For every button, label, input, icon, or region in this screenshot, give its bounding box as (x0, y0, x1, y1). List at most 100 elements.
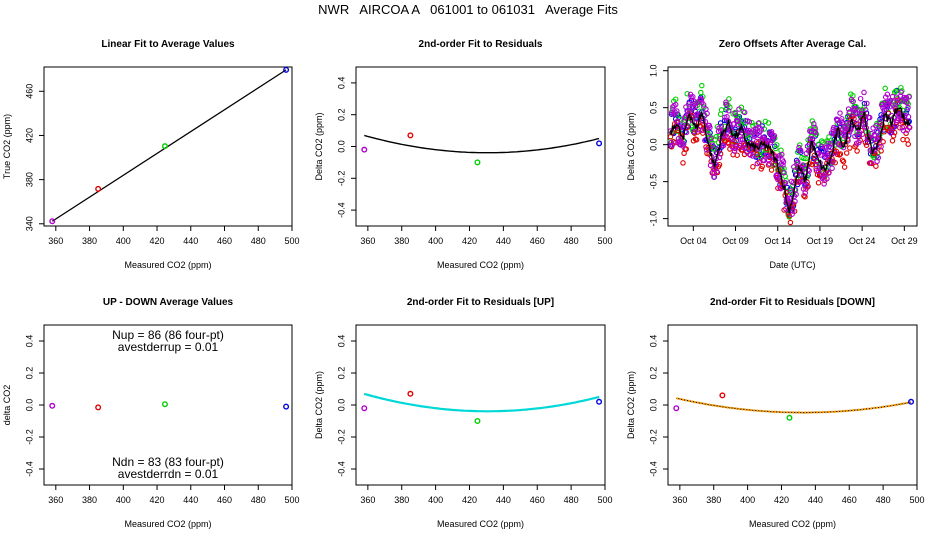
series-line-black (669, 106, 911, 214)
series-point-green (861, 104, 868, 110)
series-point-green (809, 118, 816, 124)
x-tick-label: 500 (909, 495, 924, 505)
series-point-purple (702, 118, 709, 125)
series-point-red (680, 160, 686, 166)
series-point-red (775, 185, 781, 191)
y-tick-label: 0.2 (648, 367, 658, 380)
y-axis-label: True CO2 (ppm) (2, 114, 12, 179)
series-point-red (863, 142, 870, 148)
series-point-purple (756, 132, 762, 139)
annotation-up: Nup = 86 (86 four-pt) (112, 328, 224, 342)
panel-title: 2nd-order Fit to Residuals [DOWN] (710, 297, 875, 308)
series-point-purple (768, 129, 775, 135)
y-tick-label: 0.2 (24, 367, 34, 380)
series-point-red (889, 138, 896, 144)
y-tick-label: 0.5 (648, 101, 658, 114)
series-point-red (802, 194, 808, 200)
series-point-purple (829, 165, 835, 172)
series-point-red (843, 150, 850, 156)
series-point-purple (846, 110, 852, 116)
y-axis-label: delta CO2 (2, 385, 12, 426)
y-tick-label: 340 (24, 216, 34, 231)
data-point-green (474, 159, 481, 166)
series-point-purple (718, 123, 725, 129)
series-point-purple (753, 138, 760, 145)
series-point-purple (804, 184, 810, 190)
series-point-purple (749, 153, 756, 159)
x-tick-label: 360 (672, 495, 687, 505)
series-point-purple (857, 95, 864, 102)
series-point-purple (764, 152, 771, 158)
series-point-purple (674, 118, 681, 125)
series-point-red (890, 133, 897, 139)
y-tick-label: 0.2 (336, 108, 346, 121)
data-point-green (161, 401, 168, 408)
x-tick-label: 380 (82, 236, 97, 246)
series-point-purple (758, 127, 765, 133)
series-point-green (744, 135, 751, 142)
series-point-red (683, 146, 689, 152)
y-tick-label: -0.5 (648, 174, 658, 190)
series-point-purple (807, 135, 814, 142)
y-tick-label: 0.2 (336, 367, 346, 380)
x-tick-label: 380 (394, 236, 409, 246)
series-point-green (882, 85, 888, 92)
y-tick-label: 0.0 (24, 399, 34, 412)
x-tick-label: Oct 09 (722, 236, 749, 246)
x-tick-label: 420 (462, 495, 477, 505)
series-point-red (667, 134, 674, 140)
series-point-green (905, 101, 911, 107)
series-point-green (698, 89, 704, 96)
x-tick-label: 380 (706, 495, 721, 505)
panel-1: Linear Fit to Average Values Measured CO2… (2, 39, 300, 270)
series-point-purple (747, 129, 753, 136)
series-point-red (726, 140, 732, 147)
series-point-purple (812, 124, 818, 131)
series-point-red (854, 148, 860, 154)
data-point-blue (596, 140, 603, 147)
data-point-purple (361, 146, 368, 153)
data-point-blue (908, 398, 915, 405)
series-point-purple (825, 140, 831, 147)
x-axis-label: Measured CO2 (ppm) (437, 519, 524, 529)
series-point-purple (782, 180, 789, 186)
panel-title: UP - DOWN Average Values (103, 297, 234, 308)
y-tick-label: -0.4 (648, 461, 658, 477)
series-point-purple (708, 135, 714, 142)
y-axis-label: Delta CO2 (ppm) (314, 371, 324, 439)
x-tick-label: 440 (496, 236, 511, 246)
y-tick-label: 0.0 (336, 140, 346, 153)
y-tick-label: 0.4 (336, 335, 346, 348)
y-tick-label: -0.4 (24, 461, 34, 477)
data-point-red (95, 185, 102, 192)
series-point-green (797, 142, 803, 148)
series-point-purple (818, 143, 824, 150)
series-point-red (837, 151, 844, 157)
x-tick-label: 420 (462, 236, 477, 246)
series-point-purple (873, 128, 880, 135)
x-axis-label: Measured CO2 (ppm) (124, 260, 211, 270)
data-point-red (407, 132, 414, 139)
series-point-red (841, 164, 848, 170)
data-point-green (786, 414, 793, 421)
series-point-purple (672, 101, 679, 108)
series-point-purple (674, 108, 680, 114)
series-point-red (840, 158, 847, 165)
series-point-purple (792, 198, 798, 205)
series-point-purple (809, 135, 816, 142)
series-point-purple (887, 97, 894, 104)
series-point-purple (836, 142, 842, 148)
series-point-purple (853, 106, 859, 112)
series-point-purple (797, 147, 804, 154)
series-point-purple (776, 153, 782, 159)
series-point-green (727, 104, 733, 111)
annotation-up: avestderrup = 0.01 (118, 340, 219, 354)
series-point-purple (888, 130, 894, 136)
series-point-red (734, 152, 740, 158)
series-point-purple (851, 106, 858, 112)
series-point-red (881, 129, 887, 135)
x-axis-label: Measured CO2 (ppm) (749, 519, 836, 529)
panel-3: Zero Offsets After Average Cal. Date (UTC… (626, 39, 918, 270)
y-tick-label: -0.2 (24, 429, 34, 445)
